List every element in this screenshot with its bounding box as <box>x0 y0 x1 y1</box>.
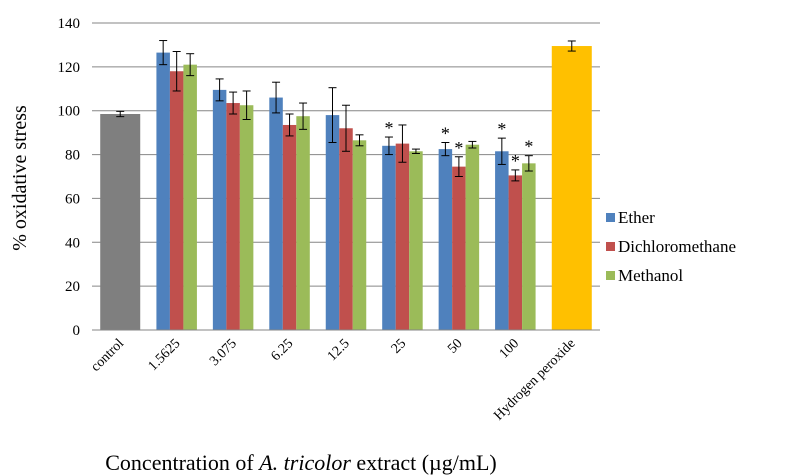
x-tick-label-1-5625: 1.5625 <box>146 336 184 374</box>
x-tick-label-12-5: 12.5 <box>325 336 353 364</box>
bar-ether-50 <box>438 149 453 330</box>
bar-ether-3_075 <box>212 89 227 330</box>
significance-star-ether-25: * <box>384 118 393 138</box>
y-tick-label-0: 0 <box>73 323 81 339</box>
y-tick-label-120: 120 <box>58 60 81 76</box>
significance-star-dichloromethane-50: * <box>454 138 463 158</box>
bar-methanol-12_5 <box>352 140 367 330</box>
bar-dichloromethane-50 <box>452 166 466 330</box>
bar-dichloromethane-25 <box>395 143 410 330</box>
bar-dichloromethane-12_5 <box>339 128 353 330</box>
bars <box>100 46 592 331</box>
x-tick-label-3-075: 3.075 <box>207 336 240 369</box>
legend-swatch-ether <box>606 213 615 222</box>
bar-methanol-100 <box>522 163 536 330</box>
legend: Ether Dichloromethane Methanol <box>606 208 736 285</box>
significance-markers: * ***** <box>384 118 533 171</box>
x-axis-title-italic: A. tricolor <box>257 450 351 475</box>
significance-star-dichloromethane-100: * <box>511 151 520 171</box>
x-axis-title-prefix: Concentration of <box>105 450 259 475</box>
bar-ether-6_25 <box>269 97 283 330</box>
x-axis-title-suffix: extract (µg/mL) <box>351 450 497 475</box>
bar-ether-1_5625 <box>156 52 170 330</box>
bar-methanol-25 <box>409 151 423 330</box>
significance-star-methanol-100: * <box>524 137 533 157</box>
bar-dichloromethane-3_075 <box>226 103 240 331</box>
y-axis-ticks: 0 20 40 60 80 100 120 140 <box>58 16 81 339</box>
bar-dichloromethane-6_25 <box>282 124 297 330</box>
y-tick-label-140: 140 <box>58 16 81 32</box>
bar-dichloromethane-100 <box>508 175 523 330</box>
legend-swatch-methanol <box>606 271 615 280</box>
bar-ether-100 <box>495 151 509 330</box>
x-tick-label-25: 25 <box>389 336 410 357</box>
y-tick-label-20: 20 <box>65 279 80 295</box>
bar-methanol-6_25 <box>296 116 310 330</box>
y-tick-label-60: 60 <box>65 191 80 207</box>
y-tick-label-40: 40 <box>65 235 80 251</box>
error-bars <box>116 40 576 182</box>
bar-methanol-3_075 <box>239 105 254 330</box>
legend-swatch-dichloromethane <box>606 242 615 251</box>
x-axis-categories: control 1.5625 3.075 6.25 12.5 25 50 100Hydroge… <box>88 336 578 423</box>
x-axis-title: Concentration of A. tricolor extract (µg… <box>105 450 496 475</box>
bar-ether-12_5 <box>325 115 340 330</box>
significance-star-ether-50: * <box>441 124 450 144</box>
x-tick-label-100: 100 <box>497 336 522 361</box>
y-axis-title: % oxidative stress <box>9 105 31 251</box>
significance-star-ether-100: * <box>497 119 506 139</box>
bar-methanol-1_5625 <box>183 64 197 331</box>
legend-label-dichloromethane: Dichloromethane <box>618 237 736 256</box>
x-tick-label-6-25: 6.25 <box>268 336 296 364</box>
bar-methanol-50 <box>465 144 480 330</box>
y-tick-label-100: 100 <box>58 104 81 120</box>
legend-label-methanol: Methanol <box>618 266 683 285</box>
bar-hydrogen-peroxide <box>551 46 592 331</box>
bar-dichloromethane-1_5625 <box>169 71 184 330</box>
bar-control <box>100 114 141 330</box>
legend-label-ether: Ether <box>618 208 655 227</box>
x-tick-label-50: 50 <box>445 336 466 357</box>
x-tick-label-control: control <box>88 336 127 375</box>
bar-ether-25 <box>382 145 396 330</box>
y-tick-label-80: 80 <box>65 148 80 164</box>
